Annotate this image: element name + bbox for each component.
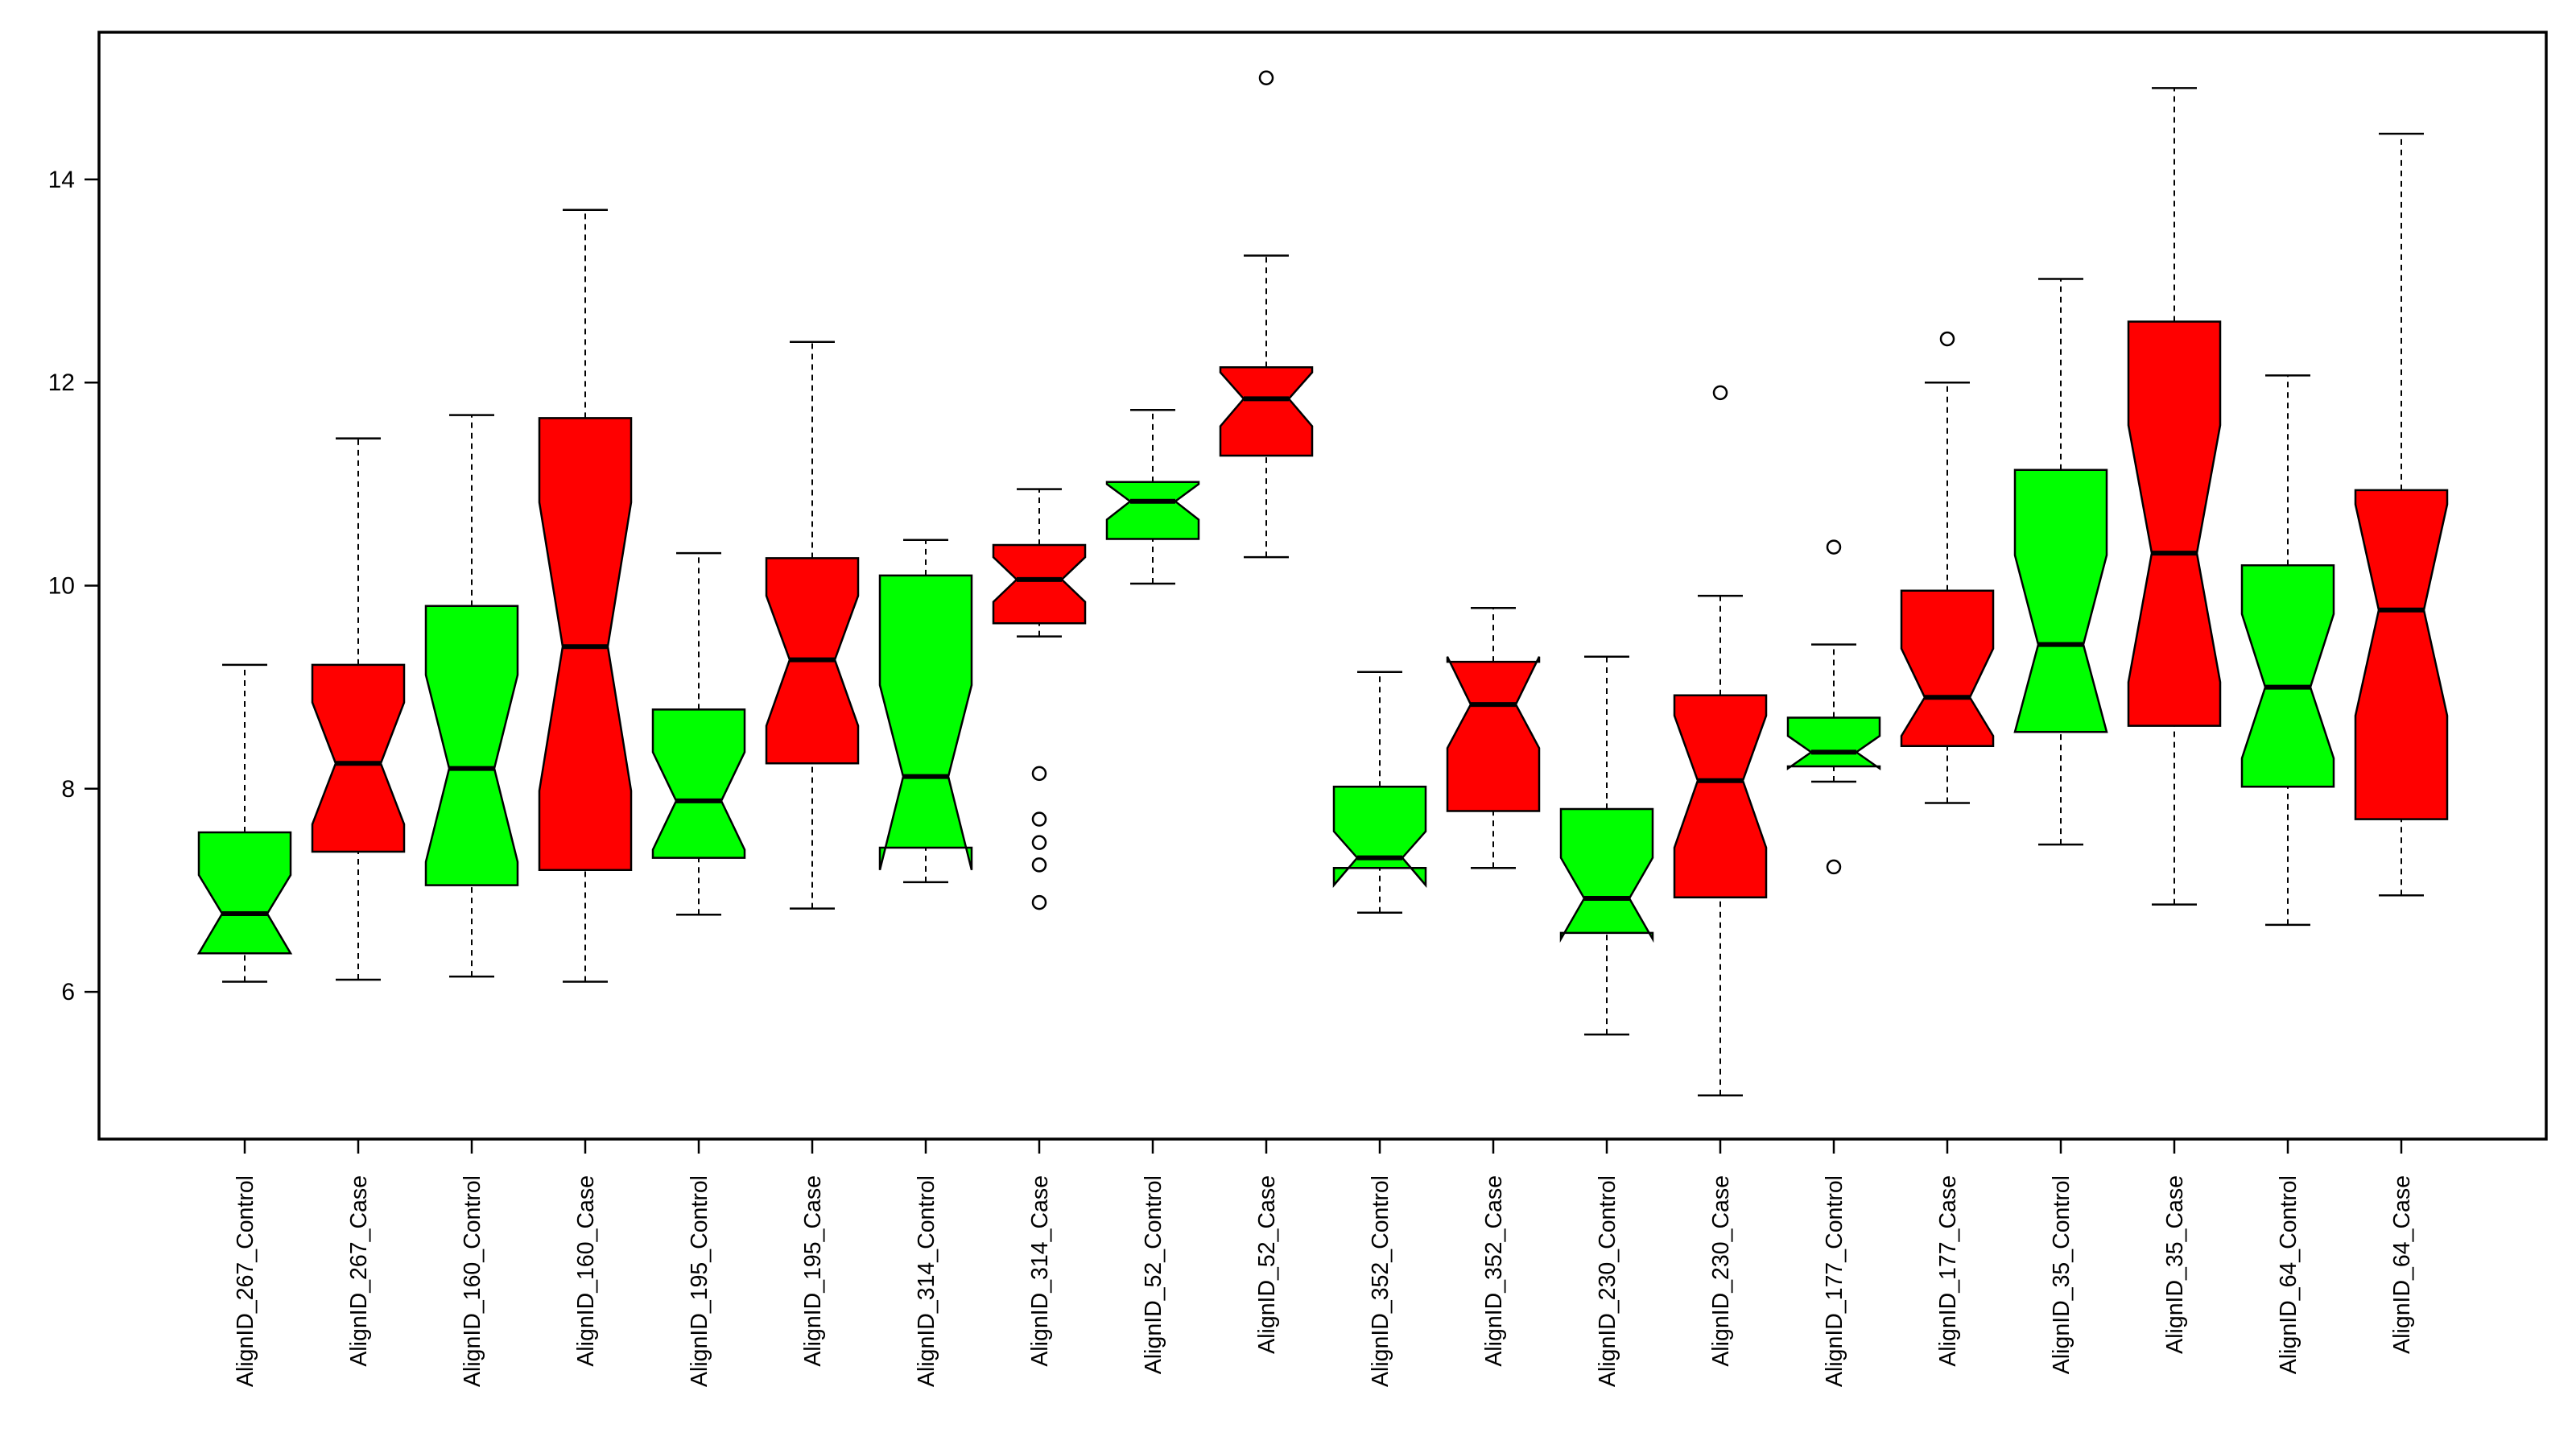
x-tick-label: AlignID_195_Control [687, 1175, 712, 1387]
x-tick-label: AlignID_314_Case [1027, 1175, 1053, 1367]
box-AlignID_160_Case [538, 208, 633, 983]
box-body [196, 831, 293, 955]
box-AlignID_35_Case [2127, 87, 2222, 906]
outlier-point [1031, 894, 1047, 910]
y-tick-label: 10 [48, 573, 75, 600]
box-body [2127, 320, 2222, 727]
x-tick-label: AlignID_267_Case [346, 1175, 372, 1367]
x-tick-label: AlignID_52_Case [1254, 1175, 1280, 1354]
outlier-point [1826, 859, 1842, 875]
box-body [2013, 469, 2108, 733]
box-body [1673, 694, 1768, 899]
y-tick-label: 8 [61, 776, 75, 803]
x-tick-label: AlignID_195_Case [800, 1175, 826, 1367]
x-axis: AlignID_267_Control AlignID_267_Case Align… [233, 1137, 2415, 1387]
outlier-point [1826, 539, 1842, 555]
x-tick-label: AlignID_352_Case [1481, 1175, 1507, 1367]
box-AlignID_195_Control [651, 551, 746, 916]
outlier-point [1258, 70, 1274, 86]
box-body [651, 708, 746, 859]
box-AlignID_352_Control [1332, 671, 1427, 914]
box-group [196, 70, 2449, 1097]
x-tick-label: AlignID_52_Control [1141, 1175, 1166, 1374]
plot-frame [97, 31, 2548, 1141]
box-body [1446, 656, 1541, 812]
x-tick-label: AlignID_64_Control [2276, 1175, 2301, 1374]
box-body [2240, 564, 2335, 788]
x-tick-label: AlignID_64_Case [2389, 1175, 2415, 1354]
box-AlignID_352_Case [1446, 607, 1541, 869]
x-tick-label: AlignID_177_Control [1822, 1175, 1847, 1387]
x-tick-label: AlignID_267_Control [233, 1175, 258, 1387]
box-AlignID_230_Case [1673, 385, 1768, 1097]
box-body [1786, 716, 1881, 770]
box-AlignID_177_Case [1900, 331, 1995, 804]
box-body [424, 605, 519, 886]
box-AlignID_314_Control [878, 539, 973, 884]
box-AlignID_160_Control [424, 414, 519, 978]
box-body [1105, 481, 1200, 540]
x-tick-label: AlignID_160_Control [460, 1175, 485, 1387]
x-tick-label: AlignID_314_Control [914, 1175, 939, 1387]
x-tick-label: AlignID_352_Control [1368, 1175, 1393, 1387]
box-AlignID_64_Case [2354, 132, 2449, 897]
box-body [311, 663, 406, 853]
box-body [992, 543, 1087, 625]
box-AlignID_267_Case [311, 437, 406, 981]
box-AlignID_314_Case [992, 488, 1087, 910]
outlier-point [1031, 766, 1047, 782]
box-body [1559, 807, 1654, 943]
x-tick-label: AlignID_35_Case [2162, 1175, 2188, 1354]
box-body [2354, 489, 2449, 820]
box-AlignID_267_Control [196, 663, 293, 983]
box-body [1219, 366, 1314, 457]
outlier-point [1031, 857, 1047, 873]
y-tick-label: 12 [48, 369, 75, 396]
box-AlignID_177_Control [1786, 539, 1881, 875]
box-AlignID_35_Control [2013, 278, 2108, 846]
y-tick-label: 14 [48, 167, 75, 193]
box-AlignID_195_Case [765, 341, 860, 910]
box-AlignID_52_Case [1219, 70, 1314, 559]
outlier-point [1712, 385, 1728, 401]
x-tick-label: AlignID_230_Control [1595, 1175, 1620, 1387]
outlier-point [1031, 811, 1047, 827]
x-tick-label: AlignID_160_Case [573, 1175, 599, 1367]
box-body [878, 574, 973, 871]
outlier-point [1939, 331, 1955, 347]
x-tick-label: AlignID_230_Case [1708, 1175, 1734, 1367]
x-tick-label: AlignID_177_Case [1935, 1175, 1961, 1367]
box-body [1900, 589, 1995, 748]
x-tick-label: AlignID_35_Control [2049, 1175, 2074, 1374]
box-AlignID_64_Control [2240, 374, 2335, 927]
box-body [1332, 786, 1427, 888]
box-AlignID_52_Control [1105, 409, 1200, 585]
y-tick-label: 6 [61, 979, 75, 1005]
outlier-point [1031, 835, 1047, 850]
box-body [538, 417, 633, 871]
box-AlignID_230_Control [1559, 655, 1654, 1036]
